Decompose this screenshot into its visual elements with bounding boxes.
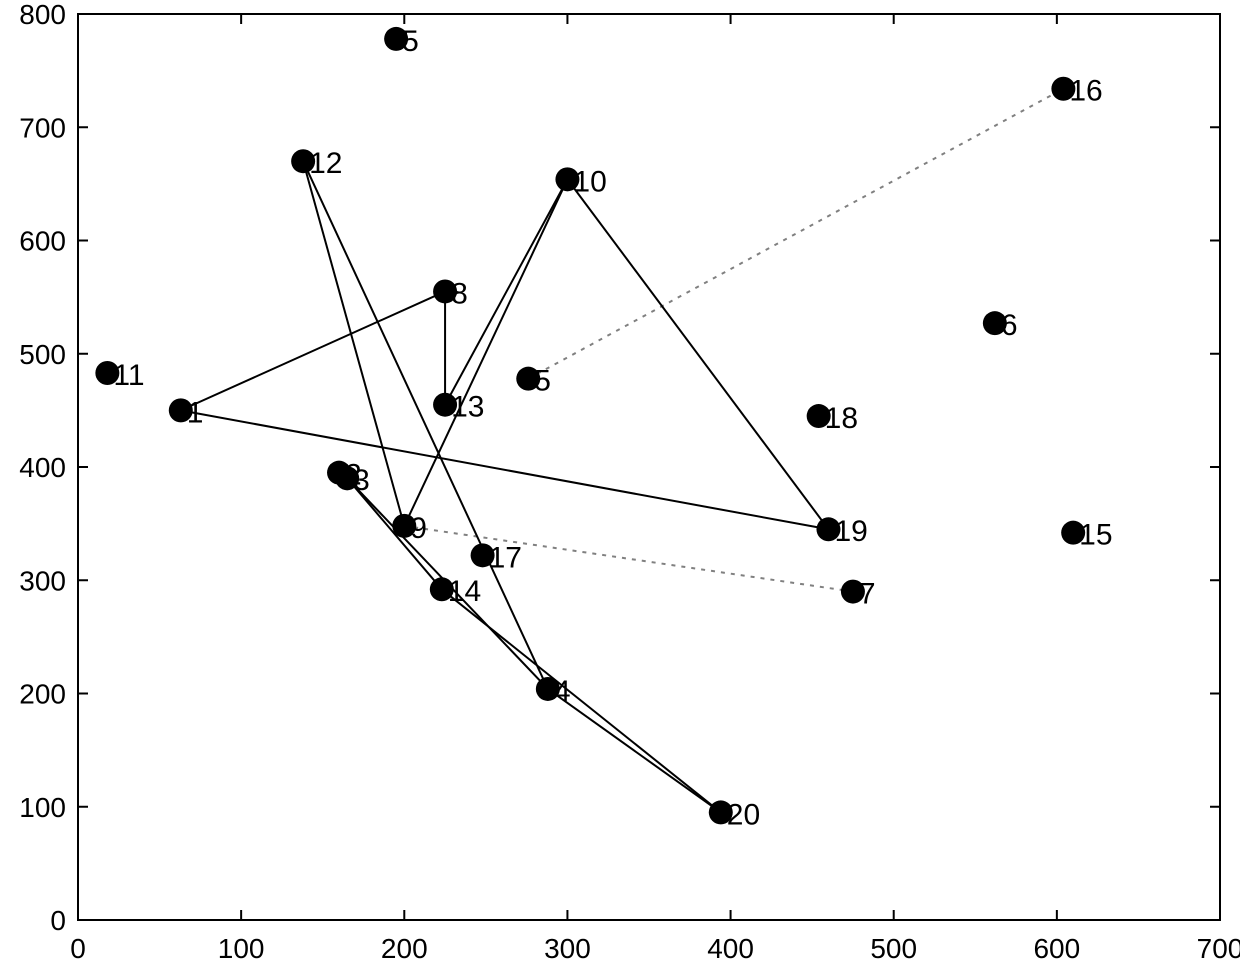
y-tick-label: 100: [19, 792, 66, 823]
node-label: 1: [187, 396, 204, 429]
x-tick-label: 300: [544, 933, 591, 964]
chart-svg: 0 100 200 300 400 500 600 700 0 100 200 300 400 500 60…: [0, 0, 1240, 971]
node-label: 15: [1079, 519, 1112, 552]
node-label: 14: [448, 575, 481, 608]
edge-solid: [181, 291, 445, 410]
node-label: 4: [554, 675, 571, 708]
edge-solid: [404, 179, 567, 526]
node-label: 3: [353, 464, 370, 497]
y-tick-label: 300: [19, 565, 66, 596]
node-label: 9: [410, 512, 427, 545]
edge-solid: [303, 161, 548, 689]
node-label: 17: [489, 541, 522, 574]
node-label: 13: [451, 391, 484, 424]
node-label: 11: [113, 359, 144, 392]
node-label: 7: [859, 577, 876, 610]
y-tick-label: 600: [19, 226, 66, 257]
node-label: 6: [1001, 309, 1018, 342]
node-label: 5: [402, 25, 419, 58]
node-label: 10: [573, 165, 606, 198]
y-tick-label: 700: [19, 112, 66, 143]
x-tick-label: 400: [707, 933, 754, 964]
node-label: 5: [534, 365, 551, 398]
x-tick-label: 700: [1197, 933, 1240, 964]
node-label: 20: [727, 798, 760, 831]
x-tick-label: 0: [70, 933, 86, 964]
x-tick-label: 100: [218, 933, 265, 964]
node-label: 16: [1069, 75, 1102, 108]
node-label: 8: [451, 277, 468, 310]
scatter-network-chart: 0 100 200 300 400 500 600 700 0 100 200 300 400 500 60…: [0, 0, 1240, 971]
x-tick-label: 600: [1033, 933, 1080, 964]
y-tick-label: 0: [50, 905, 66, 936]
node-label: 18: [825, 402, 858, 435]
y-tick-label: 400: [19, 452, 66, 483]
y-tick-label: 500: [19, 339, 66, 370]
y-tick-label: 200: [19, 679, 66, 710]
y-tick-label: 800: [19, 0, 66, 30]
edge-solid: [181, 410, 829, 529]
node-label: 19: [834, 515, 867, 548]
edge-solid: [567, 179, 828, 529]
x-tick-label: 500: [870, 933, 917, 964]
node-label: 12: [309, 147, 342, 180]
x-tick-label: 200: [381, 933, 428, 964]
edge-solid: [548, 689, 721, 812]
